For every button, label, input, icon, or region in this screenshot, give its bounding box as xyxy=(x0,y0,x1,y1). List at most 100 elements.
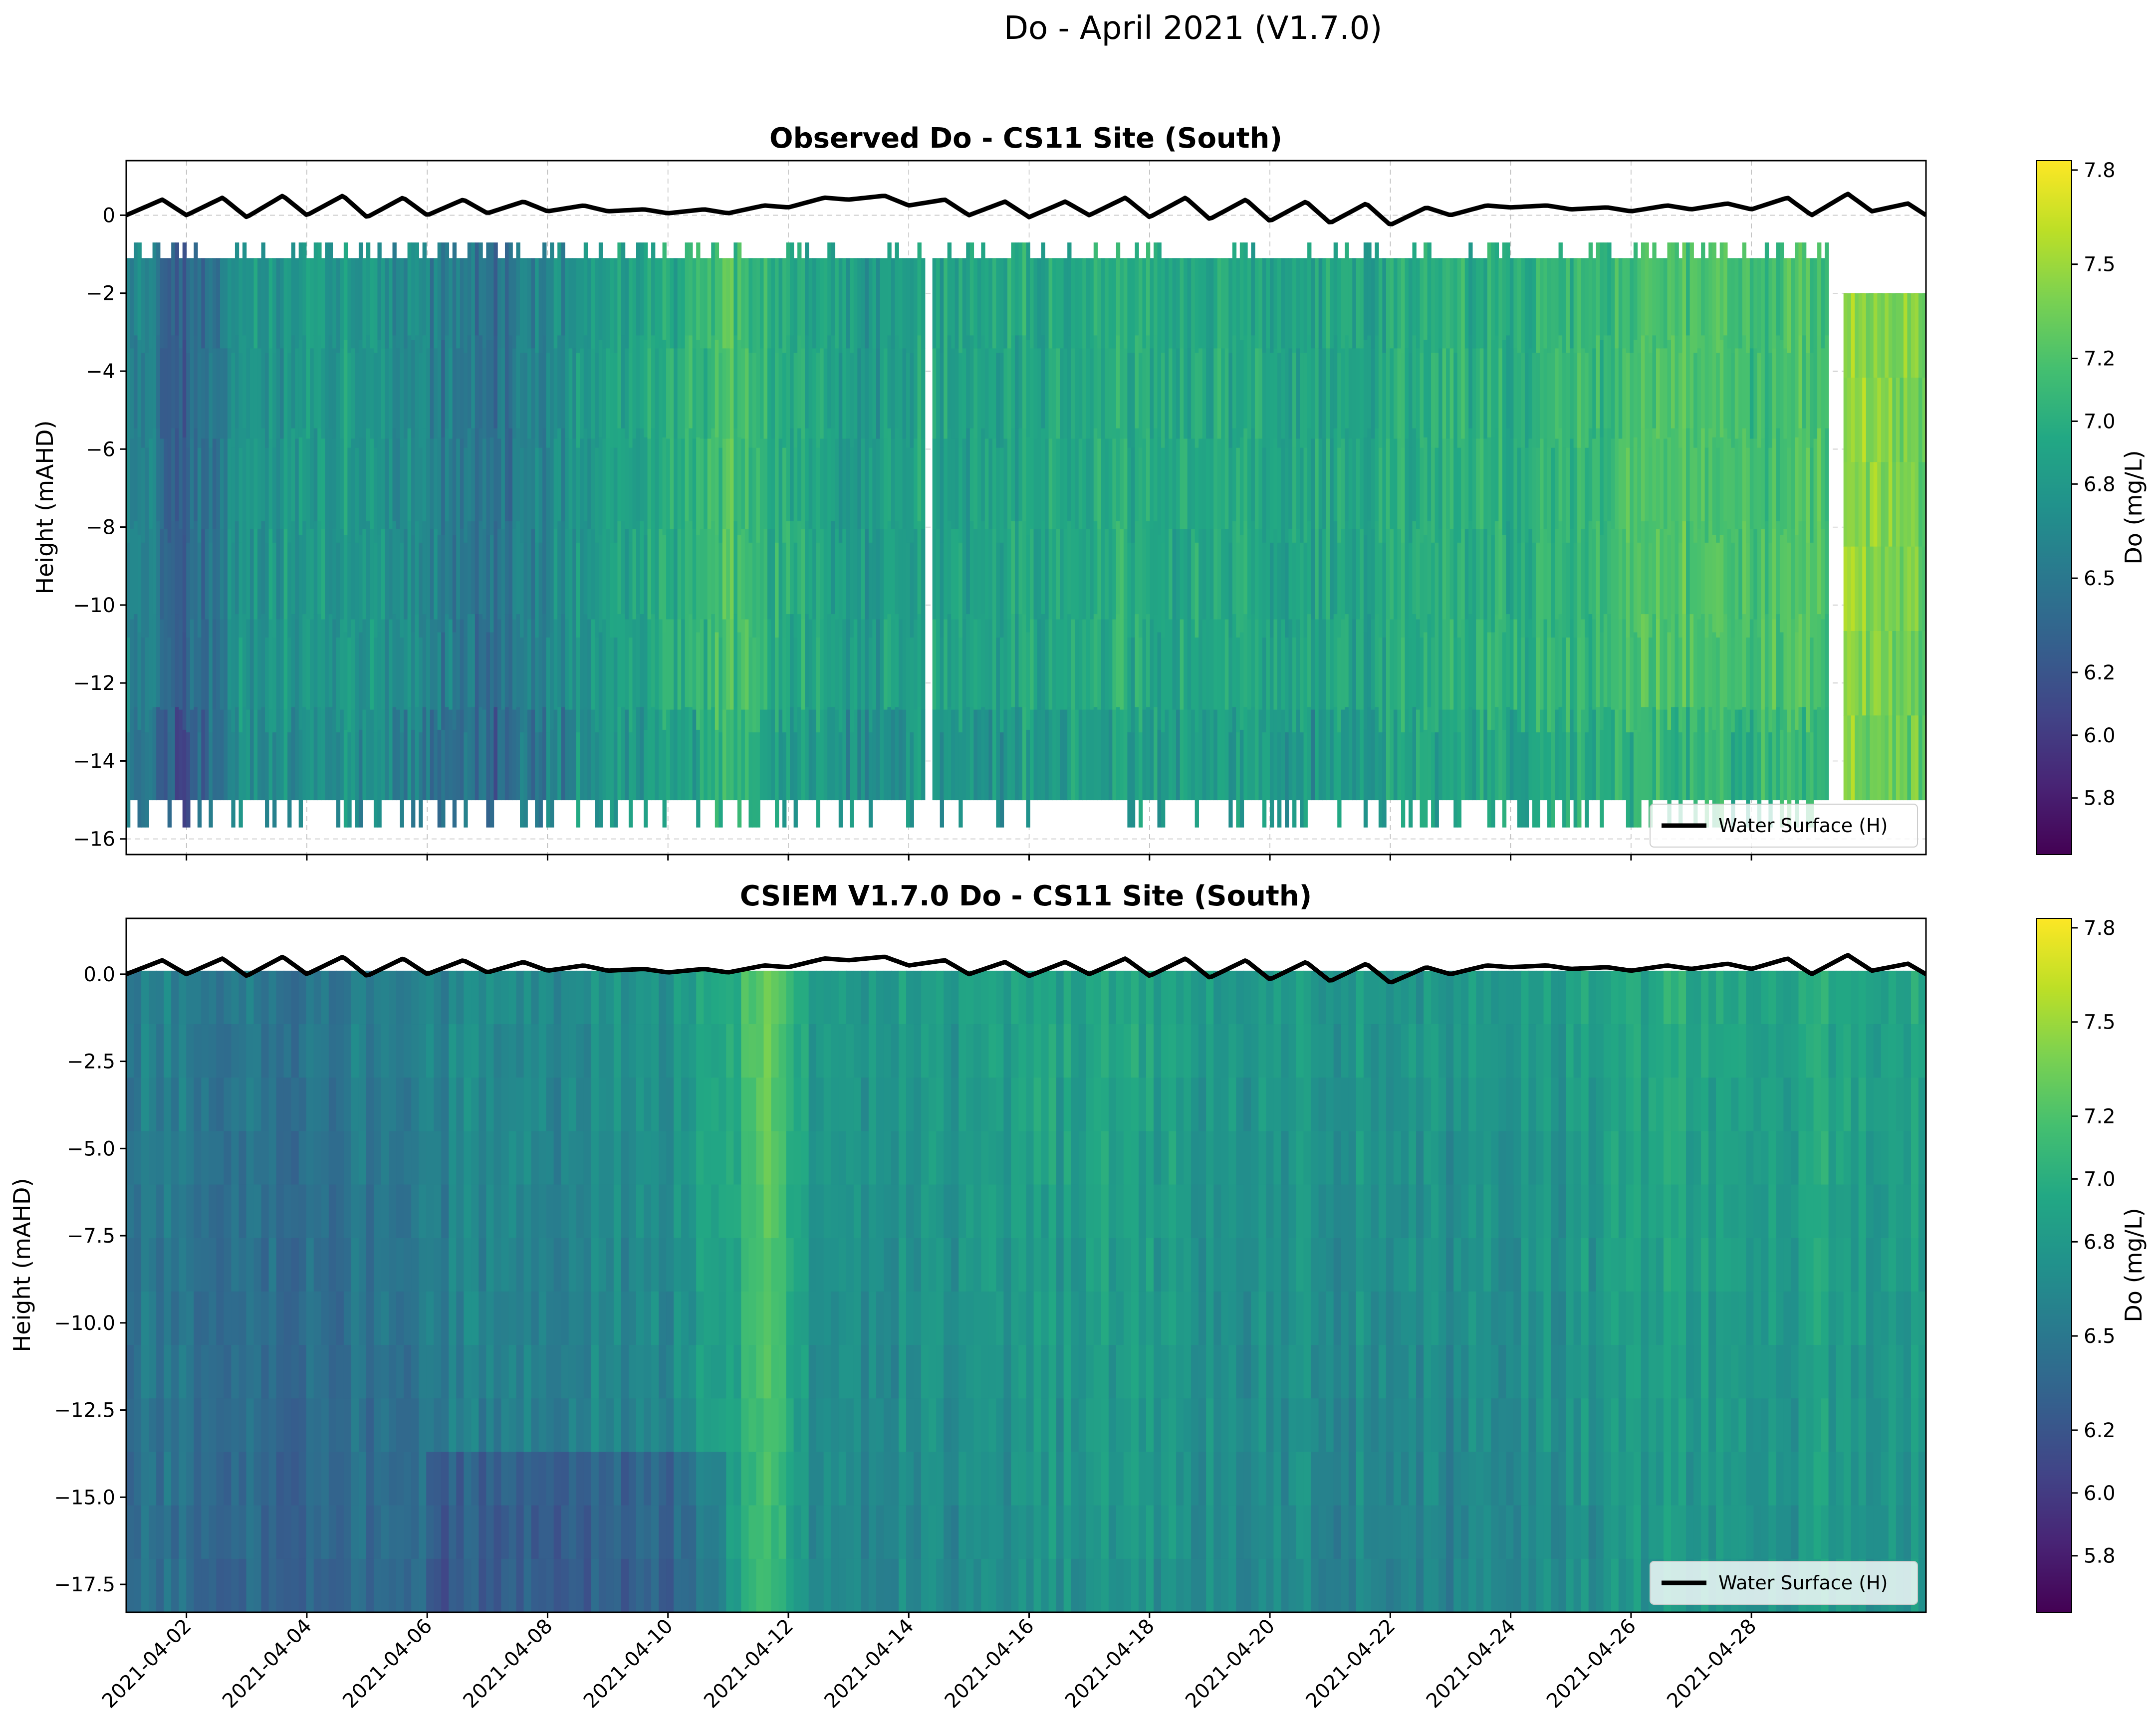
heatmap-cell xyxy=(1161,1131,1169,1185)
heatmap-cell xyxy=(261,1078,269,1131)
heatmap-cell xyxy=(1660,258,1664,349)
heatmap-cell xyxy=(700,438,705,529)
heatmap-cell xyxy=(1491,340,1495,438)
heatmap-cell xyxy=(1243,1345,1252,1399)
heatmap-cell xyxy=(1213,970,1222,1025)
heatmap-cell xyxy=(883,438,888,529)
heatmap-cell xyxy=(1108,1078,1117,1131)
heatmap-cell xyxy=(711,335,716,429)
heatmap-cell xyxy=(1922,378,1926,462)
heatmap-cell xyxy=(332,619,337,710)
heatmap-cell xyxy=(801,709,805,801)
heatmap-cell xyxy=(996,637,1000,733)
heatmap-cell xyxy=(591,709,596,801)
heatmap-cell xyxy=(1352,348,1357,439)
heatmap-cell xyxy=(1078,1238,1087,1292)
heatmap-cell xyxy=(1251,1345,1259,1399)
heatmap-cell xyxy=(1393,1291,1402,1345)
heatmap-cell xyxy=(1772,709,1777,801)
heatmap-cell xyxy=(209,1291,217,1345)
heatmap-cell xyxy=(419,1024,427,1078)
heatmap-cell xyxy=(902,258,907,349)
heatmap-cell xyxy=(310,348,314,439)
heatmap-cell xyxy=(951,1078,959,1131)
heatmap-cell xyxy=(351,709,356,801)
heatmap-cell xyxy=(1360,348,1364,439)
heatmap-cell xyxy=(921,619,926,710)
heatmap-cell xyxy=(482,529,487,620)
heatmap-cell xyxy=(1806,732,1810,828)
heatmap-cell xyxy=(1494,335,1499,429)
heatmap-cell xyxy=(434,1505,442,1559)
heatmap-cell xyxy=(1131,1024,1139,1078)
heatmap-cell xyxy=(216,1131,225,1185)
heatmap-cell xyxy=(1093,242,1098,336)
heatmap-cell xyxy=(666,258,671,349)
heatmap-cell xyxy=(1772,529,1777,620)
heatmap-cell xyxy=(437,632,442,730)
heatmap-cell xyxy=(823,1078,832,1131)
heatmap-cell xyxy=(336,1345,344,1399)
heatmap-cell xyxy=(149,1184,157,1239)
heatmap-cell xyxy=(1169,709,1173,801)
heatmap-cell xyxy=(853,619,858,710)
heatmap-cell xyxy=(1191,1238,1199,1292)
heatmap-cell xyxy=(786,1238,794,1292)
heatmap-cell xyxy=(816,1558,824,1612)
heatmap-cell xyxy=(1734,438,1739,529)
heatmap-cell xyxy=(411,632,416,730)
heatmap-cell xyxy=(325,242,329,336)
heatmap-cell xyxy=(1746,258,1750,354)
heatmap-cell xyxy=(441,1505,450,1559)
heatmap-cell xyxy=(220,348,225,439)
heatmap-cell xyxy=(313,1238,322,1292)
heatmap-cell xyxy=(1018,1131,1027,1185)
heatmap-cell xyxy=(1108,970,1117,1025)
heatmap-cell xyxy=(553,1452,562,1506)
heatmap-cell xyxy=(733,970,742,1025)
heatmap-cell xyxy=(1363,1452,1372,1506)
heatmap-cell xyxy=(1382,542,1387,638)
heatmap-cell xyxy=(1922,462,1926,547)
heatmap-cell xyxy=(610,353,614,448)
heatmap-cell xyxy=(681,1078,689,1131)
heatmap-cell xyxy=(1296,619,1300,710)
heatmap-cell xyxy=(1877,378,1882,462)
heatmap-cell xyxy=(816,542,820,638)
heatmap-cell xyxy=(302,614,307,707)
heatmap-cell xyxy=(1281,619,1285,710)
heatmap-cell xyxy=(1123,1505,1132,1559)
heatmap-cell xyxy=(1131,542,1136,638)
heatmap-cell xyxy=(598,1505,607,1559)
heatmap-cell xyxy=(1307,242,1312,336)
heatmap-cell xyxy=(1307,335,1312,429)
heatmap-cell xyxy=(235,335,240,429)
heatmap-cell xyxy=(134,1398,142,1452)
heatmap-cell xyxy=(1371,1131,1379,1185)
heatmap-cell xyxy=(1615,258,1619,349)
heatmap-cell xyxy=(523,732,528,828)
heatmap-cell xyxy=(1296,1131,1304,1185)
heatmap-cell xyxy=(1585,542,1589,638)
heatmap-cell xyxy=(1896,462,1901,547)
heatmap-cell xyxy=(808,348,813,439)
heatmap-cell xyxy=(1165,709,1169,801)
heatmap-cell xyxy=(1588,335,1593,429)
heatmap-cell xyxy=(407,428,412,522)
heatmap-cell xyxy=(561,1078,569,1131)
heatmap-cell xyxy=(531,529,535,620)
heatmap-cell xyxy=(936,1184,944,1239)
heatmap-cell xyxy=(1847,378,1852,462)
heatmap-cell xyxy=(674,1078,682,1131)
heatmap-cell xyxy=(644,437,648,535)
heatmap-cell xyxy=(1551,732,1555,828)
heatmap-cell xyxy=(1138,258,1143,354)
heatmap-cell xyxy=(868,1238,877,1292)
heatmap-cell xyxy=(1161,637,1166,733)
heatmap-cell xyxy=(464,542,468,638)
heatmap-cell xyxy=(546,1238,554,1292)
heatmap-cell xyxy=(1468,335,1473,429)
heatmap-cell xyxy=(542,242,547,336)
heatmap-cell xyxy=(816,1398,824,1452)
heatmap-cell xyxy=(1401,1238,1409,1292)
